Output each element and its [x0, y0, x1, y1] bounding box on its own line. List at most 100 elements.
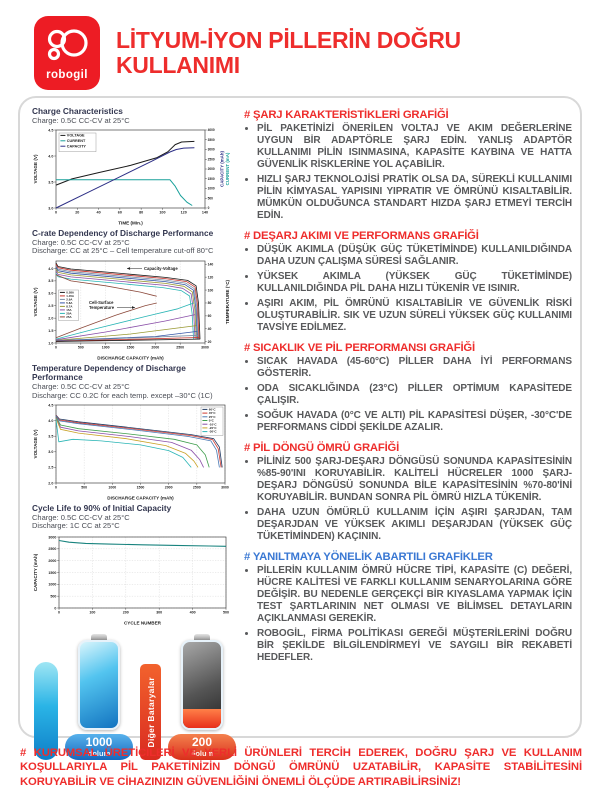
- bullet-list: PİLLERİN KULLANIM ÖMRÜ HÜCRE TİPİ, KAPAS…: [244, 565, 572, 664]
- bullet-list: SICAK HAVADA (45-60°C) PİLLER DAHA İYİ P…: [244, 356, 572, 434]
- bullet-list: PİLİNİZ 500 ŞARJ-DEŞARJ DÖNGÜSÜ SONUNDA …: [244, 456, 572, 543]
- bullet: SOĞUK HAVADA (0°C VE ALTI) PİL KAPASİTES…: [257, 410, 572, 434]
- bullet: ROBOGİL, FİRMA POLİTİKASI GEREĞİ MÜŞTERİ…: [257, 628, 572, 664]
- bullet: HIZLI ŞARJ TEKNOLOJİSİ PRATİK OLSA DA, S…: [257, 174, 572, 222]
- page-title: LİTYUM-İYON PİLLERİN DOĞRU KULLANIMI: [116, 26, 461, 78]
- svg-text:40: 40: [208, 327, 212, 331]
- svg-text:-30°C: -30°C: [209, 430, 218, 434]
- cycles-value: 200: [191, 735, 213, 750]
- cycle-life-plot: 0 100 200 300 400 500 0 500 1000 1500 2000 2500 3000…: [33, 535, 229, 626]
- chart-title: Temperature Dependency of Discharge Perf…: [32, 362, 186, 383]
- svg-text:2500: 2500: [208, 158, 215, 162]
- robogil-logo-icon: [47, 28, 88, 60]
- svg-text:DISCHARGE CAPACITY (mAh): DISCHARGE CAPACITY (mAh): [107, 496, 174, 501]
- svg-text:60: 60: [208, 314, 212, 318]
- chart-subtitle: Charge: 0.5C CC-CV at 25°C: [32, 512, 130, 522]
- svg-text:4.0: 4.0: [48, 267, 53, 271]
- robogil-logo: robogil: [34, 16, 100, 90]
- svg-text:300: 300: [156, 610, 162, 614]
- chart-subtitle: Charge: 0.5C CC-CV at 25°C: [32, 382, 130, 391]
- svg-text:2500: 2500: [48, 547, 56, 551]
- svg-text:100: 100: [159, 211, 165, 215]
- cycles-unit: dolum: [190, 749, 214, 759]
- bullet: SICAK HAVADA (45-60°C) PİLLER DAHA İYİ P…: [257, 356, 572, 380]
- footer-note: # KURUMSAL ÜRETİCİLERİ VE YERLİ ÜRÜNLERİ…: [20, 747, 582, 788]
- svg-text:20: 20: [75, 211, 79, 215]
- svg-text:0: 0: [58, 610, 60, 614]
- svg-text:140: 140: [202, 211, 208, 215]
- svg-text:1.5: 1.5: [48, 329, 53, 333]
- logo-text: robogil: [46, 68, 88, 81]
- svg-text:4000: 4000: [208, 128, 215, 132]
- svg-text:2000: 2000: [48, 559, 56, 563]
- bullet-list: DÜŞÜK AKIMLA (DÜŞÜK GÜÇ TÜKETİMİNDE) KUL…: [244, 244, 572, 334]
- bullet: ODA SICAKLIĞINDA (23°C) PİLLER OPTİMUM K…: [257, 383, 572, 407]
- cycles-value: 1000: [85, 735, 113, 750]
- svg-text:25°C: 25°C: [209, 415, 217, 419]
- other-battery: 200 dolum: [168, 634, 236, 761]
- svg-text:CURRENT: CURRENT: [67, 139, 86, 143]
- battery-cap-icon: [91, 634, 107, 641]
- svg-text:CYCLE NUMBER: CYCLE NUMBER: [124, 621, 162, 626]
- svg-text:4.0: 4.0: [48, 419, 53, 423]
- svg-text:0: 0: [208, 206, 210, 210]
- charge-characteristics-plot: 0 20 40 60 80 100 120 140 3.0 3.5 4.0 4.5 0 500 1000 15…: [33, 128, 230, 225]
- svg-text:25A: 25A: [66, 315, 72, 319]
- svg-text:8.7A: 8.7A: [66, 304, 73, 308]
- cycles-badge-200: 200 dolum: [168, 734, 236, 761]
- blue-battery-pill-icon: [34, 662, 58, 761]
- bullet: AŞIRI AKIM, PİL ÖMRÜNÜ KISALTABİLİR VE G…: [257, 298, 572, 334]
- svg-text:-10°C: -10°C: [209, 423, 218, 427]
- section-title: # DEŞARJ AKIMI VE PERFORMANS GRAFİĞİ: [244, 230, 479, 242]
- svg-text:-20°C: -20°C: [209, 426, 218, 430]
- svg-text:VOLTAGE (V): VOLTAGE (V): [33, 429, 38, 458]
- chart-subtitle: Discharge: 1C CC at 25°C: [32, 521, 120, 531]
- bullet: PİLİNİZ 500 ŞARJ-DEŞARJ DÖNGÜSÜ SONUNDA …: [257, 456, 572, 504]
- svg-text:2500: 2500: [176, 345, 184, 349]
- cycles-unit: dolum: [87, 749, 111, 759]
- svg-text:2.9A: 2.9A: [66, 297, 73, 301]
- svg-text:0: 0: [54, 606, 56, 610]
- svg-text:80: 80: [208, 301, 212, 305]
- svg-text:3000: 3000: [201, 345, 209, 349]
- svg-text:60°C: 60°C: [209, 408, 217, 412]
- chart-subtitle: Discharge: CC at 25°C – Cell temperature…: [32, 246, 214, 256]
- crate-discharge-plot: 0 500 1000 1500 2000 2500 3000 1.0 1.5 2.0 2.5 3.0 3…: [33, 260, 230, 360]
- bullet: PİL PAKETİNİZİ ÖNERİLEN VOLTAJ VE AKIM D…: [257, 123, 572, 171]
- svg-text:140: 140: [208, 262, 214, 266]
- svg-text:3.0: 3.0: [48, 206, 53, 210]
- chart-crate-discharge: C-rate Dependency of Discharge Performan…: [32, 229, 238, 361]
- svg-text:4.0: 4.0: [48, 154, 53, 158]
- section-sicaklik-performans: # SICAKLIK VE PİL PERFORMANSI GRAFİĞİ SI…: [244, 342, 572, 434]
- section-title: # PİL DÖNGÜ ÖMRÜ GRAFİĞİ: [244, 442, 400, 454]
- svg-text:1500: 1500: [137, 486, 145, 490]
- svg-text:0.58A: 0.58A: [66, 290, 75, 294]
- svg-text:500: 500: [50, 594, 56, 598]
- svg-text:1500: 1500: [127, 345, 135, 349]
- bullet: DAHA UZUN ÖMÜRLÜ KULLANIM İÇİN AŞIRI ŞAR…: [257, 507, 572, 543]
- chart-subtitle: Discharge: CC 0.2C for each temp. except…: [32, 390, 213, 400]
- chart-charge-characteristics: Charge Characteristics Charge: 0.5C CC-C…: [32, 106, 238, 226]
- svg-text:1.45A: 1.45A: [66, 294, 75, 298]
- temperature-discharge-plot: 0 500 1000 1500 2000 2500 3000 2.0 2.5 3.0 3.5 4.0 4…: [33, 404, 229, 501]
- section-title: # YANILTMAYA YÖNELİK ABARTILI GRAFİKLER: [244, 551, 493, 563]
- bullet-list: PİL PAKETİNİZİ ÖNERİLEN VOLTAJ VE AKIM D…: [244, 123, 572, 222]
- svg-text:4.5: 4.5: [48, 128, 53, 132]
- svg-text:0: 0: [55, 345, 57, 349]
- svg-text:1500: 1500: [48, 571, 56, 575]
- svg-text:CAPACITY (mAh): CAPACITY (mAh): [220, 151, 225, 187]
- svg-text:45°C: 45°C: [209, 411, 217, 415]
- svg-text:2.5: 2.5: [48, 466, 53, 470]
- svg-text:5.8A: 5.8A: [66, 301, 73, 305]
- svg-text:3.5: 3.5: [48, 180, 53, 184]
- svg-text:Temperature: Temperature: [89, 305, 115, 310]
- svg-text:500: 500: [78, 345, 84, 349]
- section-sarj-karakteristikleri: # ŞARJ KARAKTERİSTİKLERİ GRAFİĞİ PİL PAK…: [244, 109, 572, 222]
- charts-column: Charge Characteristics Charge: 0.5C CC-C…: [32, 106, 238, 761]
- svg-text:VOLTAGE: VOLTAGE: [67, 134, 85, 138]
- svg-text:3000: 3000: [221, 486, 229, 490]
- other-batteries-label: Diğer Bataryalar: [140, 664, 161, 761]
- svg-text:1000: 1000: [208, 187, 215, 191]
- full-blue-battery-icon: [78, 640, 120, 731]
